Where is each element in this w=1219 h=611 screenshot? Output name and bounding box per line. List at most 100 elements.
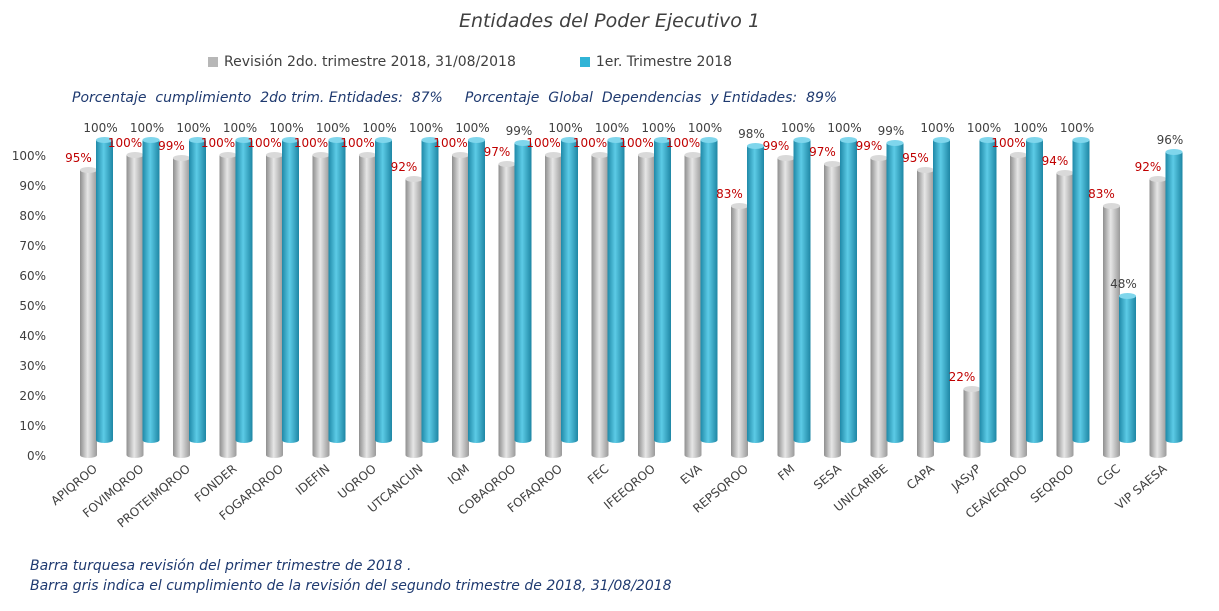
data-label-q2-REPSQROO: 83% — [716, 187, 743, 201]
data-label-q1-FOVIMQROO: 100% — [130, 121, 164, 135]
bar-cap-q1-SESA — [840, 137, 857, 143]
bar-q1-APIQROO — [96, 140, 113, 440]
bar-cap-q1-CAPA — [933, 137, 950, 143]
bar-cap-q2-UTCANCUN — [405, 176, 423, 182]
bar-base-q1-JASyP — [979, 437, 997, 443]
bar-q1-CEAVEQROO — [1026, 140, 1043, 440]
data-label-q1-FOFAQROO: 100% — [548, 121, 582, 135]
bar-base-q2-COBAQROO — [498, 452, 516, 458]
data-label-q1-PROTEIMQROO: 100% — [176, 121, 210, 135]
bar-base-q2-FONDER — [219, 452, 237, 458]
y-tick-label: 90% — [19, 179, 46, 193]
bar-base-q2-UNICARIBE — [870, 452, 888, 458]
bar-base-q2-SESA — [824, 452, 841, 458]
data-label-q2-IQM: 100% — [433, 136, 467, 150]
bar-cap-q1-FOFAQROO — [561, 137, 578, 143]
bar-q1-IFEEQROO — [654, 140, 671, 440]
bar-q2-VIP SAESA — [1149, 179, 1167, 455]
x-tick-label: JASyP — [948, 462, 983, 495]
y-tick-label: 70% — [19, 239, 46, 253]
data-label-q2-VIP SAESA: 92% — [1135, 160, 1162, 174]
bar-cap-q2-FM — [777, 155, 795, 161]
bar-base-q2-JASyP — [963, 452, 981, 458]
data-label-q1-FM: 100% — [781, 121, 815, 135]
y-tick-label: 50% — [19, 299, 46, 313]
data-label-q2-IFEEQROO: 100% — [619, 136, 653, 150]
bar-q1-PROTEIMQROO — [189, 140, 206, 440]
data-label-q2-UQROO: 100% — [340, 136, 374, 150]
bar-cap-q2-PROTEIMQROO — [173, 155, 190, 161]
bar-q1-CAPA — [933, 140, 950, 440]
bar-q1-UTCANCUN — [421, 140, 439, 440]
bar-q2-UTCANCUN — [405, 179, 423, 455]
bar-base-q2-VIP SAESA — [1149, 452, 1167, 458]
bar-base-q1-SEQROO — [1072, 437, 1090, 443]
bar-cap-q1-UNICARIBE — [886, 140, 904, 146]
x-tick-label: IFEEQROO — [601, 462, 658, 513]
bar-base-q2-FOVIMQROO — [126, 452, 144, 458]
data-label-q2-FONDER: 100% — [201, 136, 235, 150]
bar-q2-CGC — [1103, 206, 1120, 455]
bar-cap-q2-FOVIMQROO — [126, 152, 144, 158]
x-tick-label: FM — [775, 462, 797, 484]
bar-cap-q2-CGC — [1103, 203, 1120, 209]
bar-cap-q1-IQM — [468, 137, 485, 143]
bar-base-q2-FEC — [591, 452, 609, 458]
bar-q2-COBAQROO — [498, 164, 516, 455]
bar-cap-q1-SEQROO — [1072, 137, 1090, 143]
legend-swatch-turquoise — [579, 57, 590, 67]
legend-item-series-2: 1er. Trimestre 2018 — [579, 54, 733, 70]
bar-cap-q1-FOVIMQROO — [142, 137, 160, 143]
x-tick-label: SEQROO — [1028, 462, 1077, 506]
x-tick-label: IQM — [445, 462, 472, 488]
bar-q1-JASyP — [979, 140, 997, 440]
bar-base-q2-FM — [777, 452, 795, 458]
bar-cap-q2-SESA — [824, 161, 841, 167]
x-tick-label: FEC — [585, 462, 612, 487]
bar-q2-CEAVEQROO — [1010, 155, 1027, 455]
data-label-q1-UTCANCUN: 100% — [409, 121, 443, 135]
bar-cap-q2-CEAVEQROO — [1010, 152, 1027, 158]
bar-q1-FM — [793, 140, 811, 440]
bar-q1-FEC — [607, 140, 625, 440]
data-label-q2-PROTEIMQROO: 99% — [158, 139, 185, 153]
bar-cap-q1-FONDER — [235, 137, 253, 143]
bar-cap-q2-UNICARIBE — [870, 155, 888, 161]
data-label-q2-FOFAQROO: 100% — [526, 136, 560, 150]
data-label-q1-VIP SAESA: 96% — [1157, 133, 1184, 147]
bar-base-q1-VIP SAESA — [1165, 437, 1183, 443]
data-label-q1-FOGARQROO: 100% — [269, 121, 303, 135]
bar-cap-q2-IDEFIN — [312, 152, 330, 158]
x-tick-label: CAPA — [904, 461, 938, 492]
bar-cap-q2-CAPA — [917, 167, 934, 173]
bar-q1-EVA — [700, 140, 718, 440]
bar-cap-q1-JASyP — [979, 137, 997, 143]
bar-q1-SESA — [840, 140, 857, 440]
bar-base-q1-FOGARQROO — [282, 437, 299, 443]
bar-base-q1-CEAVEQROO — [1026, 437, 1043, 443]
subtitle-entities: Porcentaje cumplimiento 2do trim. Entida… — [72, 90, 443, 106]
data-label-q1-CAPA: 100% — [920, 121, 954, 135]
bar-q1-IQM — [468, 140, 485, 440]
bar-cap-q2-UQROO — [359, 152, 376, 158]
data-label-q2-EVA: 100% — [666, 136, 700, 150]
bar-base-q1-IFEEQROO — [654, 437, 671, 443]
bar-base-q1-SESA — [840, 437, 857, 443]
data-label-q1-FEC: 100% — [595, 121, 629, 135]
bar-base-q1-UNICARIBE — [886, 437, 904, 443]
bar-cap-q2-VIP SAESA — [1149, 176, 1167, 182]
bar-cap-q1-CGC — [1119, 293, 1136, 299]
data-label-q2-APIQROO: 95% — [65, 151, 92, 165]
bar-cap-q2-COBAQROO — [498, 161, 516, 167]
x-tick-label: UQROO — [335, 462, 379, 502]
legend-label-series-2: 1er. Trimestre 2018 — [595, 54, 733, 70]
bar-base-q2-IDEFIN — [312, 452, 330, 458]
legend-swatch-gray — [208, 57, 218, 67]
bar-base-q1-PROTEIMQROO — [189, 437, 206, 443]
bar-cap-q1-EVA — [700, 137, 718, 143]
bar-base-q1-FM — [793, 437, 811, 443]
bar-base-q1-FEC — [607, 437, 625, 443]
bar-base-q1-IDEFIN — [328, 437, 346, 443]
bar-base-q2-UQROO — [359, 452, 376, 458]
bar-base-q2-APIQROO — [80, 452, 97, 458]
